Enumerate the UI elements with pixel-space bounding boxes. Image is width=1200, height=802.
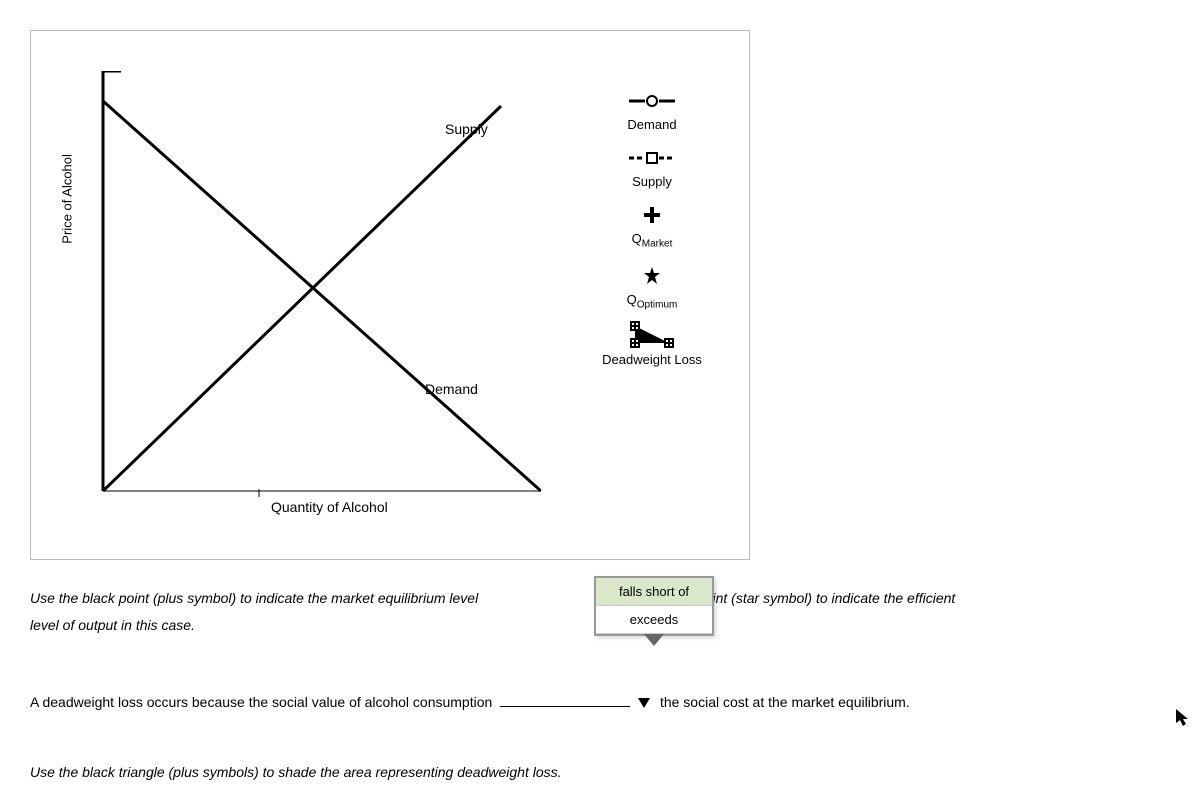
demand-curve-label: Demand	[425, 381, 478, 397]
instruction-line-2: A deadweight loss occurs because the soc…	[30, 694, 1170, 710]
legend-qoptimum[interactable]: QOptimum	[587, 266, 717, 311]
dropdown-pointer-icon	[644, 634, 664, 646]
dropdown-option-exceeds[interactable]: exceeds	[596, 606, 712, 634]
text-segment: the social cost at the market equilibriu…	[660, 694, 910, 710]
text-segment: A deadweight loss occurs because the soc…	[30, 694, 492, 710]
supply-curve-label: Supply	[445, 121, 488, 137]
text-segment: Use the black point (plus symbol) to ind…	[30, 590, 478, 606]
plus-icon	[642, 205, 662, 225]
answer-blank[interactable]	[500, 706, 630, 707]
dropdown-trigger-icon[interactable]	[638, 698, 650, 708]
legend-supply[interactable]: Supply	[587, 148, 717, 189]
legend-demand-label: Demand	[627, 117, 676, 132]
dropdown-option-falls-short[interactable]: falls short of	[596, 578, 712, 606]
text-segment: level of output in this case.	[30, 617, 195, 633]
legend-deadweight[interactable]: Deadweight Loss	[587, 326, 717, 367]
triangle-plus-icon	[627, 326, 677, 346]
instruction-line-3: Use the black triangle (plus symbols) to…	[30, 764, 1170, 780]
chart-legend: Demand Supply QMarket	[587, 91, 717, 367]
legend-supply-symbol	[627, 148, 677, 168]
legend-supply-label: Supply	[632, 174, 672, 189]
chart-panel: Price of Alcohol Supply Demand Quantity …	[30, 30, 750, 560]
legend-qmarket-label: QMarket	[632, 231, 673, 250]
legend-deadweight-label: Deadweight Loss	[602, 352, 702, 367]
demand-line	[103, 101, 541, 491]
supply-line	[103, 106, 501, 491]
cursor-icon	[1176, 709, 1190, 732]
legend-demand[interactable]: Demand	[587, 91, 717, 132]
star-icon	[642, 266, 662, 286]
legend-qoptimum-label: QOptimum	[627, 292, 678, 311]
legend-qmarket[interactable]: QMarket	[587, 205, 717, 250]
answer-dropdown[interactable]: falls short of exceeds	[594, 576, 714, 636]
x-axis-label: Quantity of Alcohol	[271, 499, 388, 515]
y-axis-label: Price of Alcohol	[60, 154, 75, 244]
legend-demand-symbol	[627, 91, 677, 111]
